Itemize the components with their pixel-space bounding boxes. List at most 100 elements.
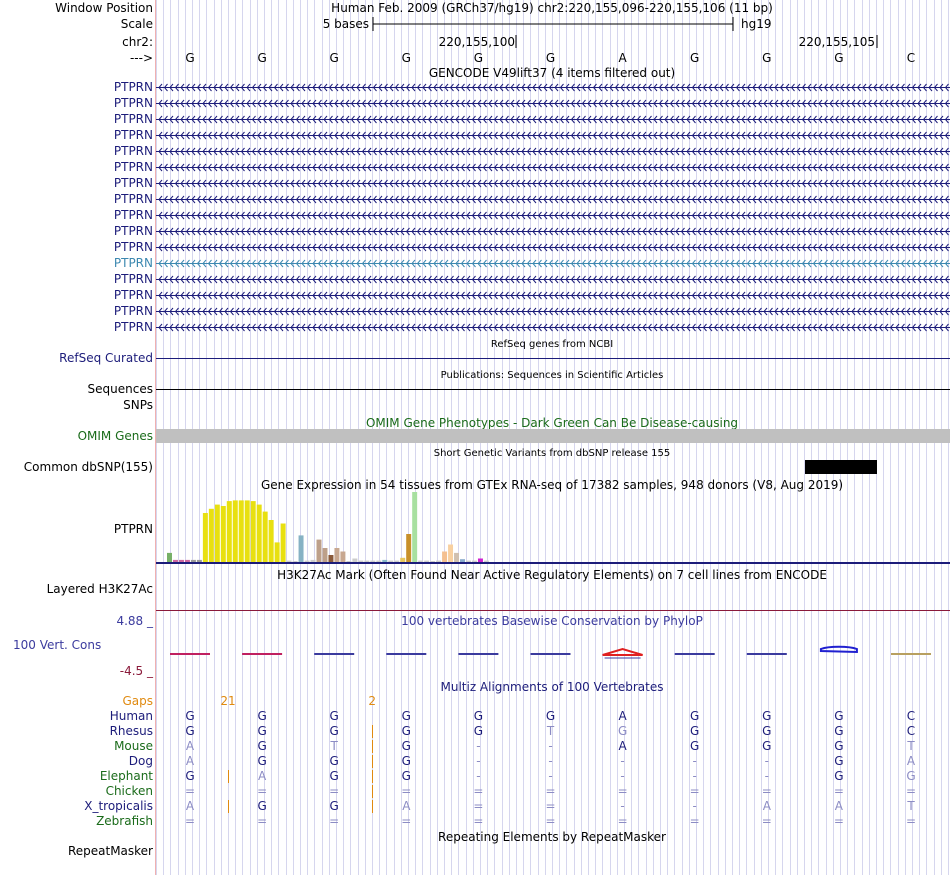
omim-title[interactable]: OMIM Gene Phenotypes - Dark Green Can Be… bbox=[365, 416, 739, 430]
gtex-tissue-bar[interactable] bbox=[460, 559, 465, 562]
gtex-tissue-bar[interactable] bbox=[424, 560, 430, 562]
gtex-tissue-bar[interactable] bbox=[466, 560, 471, 562]
gtex-tissue-bar[interactable] bbox=[394, 560, 400, 562]
gencode-transcript-label[interactable]: PTPRN bbox=[113, 176, 153, 190]
omim-bar[interactable] bbox=[156, 429, 950, 443]
phylop-mark[interactable] bbox=[170, 653, 210, 655]
gtex-tissue-bar[interactable] bbox=[280, 523, 286, 563]
gtex-tissue-bar[interactable] bbox=[226, 501, 232, 562]
gtex-tissue-bar[interactable] bbox=[448, 544, 454, 563]
gencode-transcript[interactable] bbox=[156, 275, 950, 284]
gtex-tissue-bar[interactable] bbox=[292, 561, 298, 562]
gtex-tissue-bar[interactable] bbox=[352, 558, 358, 563]
gtex-tissue-bar[interactable] bbox=[286, 560, 292, 562]
gtex-tissue-bar[interactable] bbox=[436, 560, 442, 562]
gtex-tissue-bar[interactable] bbox=[334, 548, 340, 562]
gtex-tissue-bar[interactable] bbox=[382, 559, 388, 562]
species-label[interactable]: Elephant bbox=[99, 769, 153, 783]
multiz-title[interactable]: Multiz Alignments of 100 Vertebrates bbox=[440, 680, 664, 694]
omim-label[interactable]: OMIM Genes bbox=[77, 429, 153, 443]
gtex-tissue-bar[interactable] bbox=[310, 559, 316, 562]
gencode-transcript-label[interactable]: PTPRN bbox=[113, 112, 153, 126]
gencode-transcript[interactable] bbox=[156, 227, 950, 236]
gencode-transcript-label[interactable]: PTPRN bbox=[113, 256, 153, 270]
gtex-tissue-bar[interactable] bbox=[196, 559, 202, 562]
gencode-transcript[interactable] bbox=[156, 243, 950, 252]
dbsnp-title[interactable]: Short Genetic Variants from dbSNP releas… bbox=[433, 448, 671, 459]
species-label[interactable]: Mouse bbox=[114, 739, 153, 753]
gtex-tissue-bar[interactable] bbox=[172, 559, 178, 562]
gencode-transcript-label[interactable]: PTPRN bbox=[113, 144, 153, 158]
gtex-tissue-bar[interactable] bbox=[208, 508, 214, 562]
gencode-transcript-label[interactable]: PTPRN bbox=[113, 208, 153, 222]
gencode-transcript[interactable] bbox=[156, 307, 950, 316]
publications-label[interactable]: Sequences bbox=[87, 382, 153, 396]
gtex-tissue-bar[interactable] bbox=[400, 557, 406, 562]
gtex-tissue-bar[interactable] bbox=[190, 559, 196, 562]
h3k27ac-title[interactable]: H3K27Ac Mark (Often Found Near Active Re… bbox=[277, 568, 827, 582]
gencode-transcript-label[interactable]: PTPRN bbox=[113, 304, 153, 318]
species-label[interactable]: Rhesus bbox=[109, 724, 153, 738]
gtex-tissue-bar[interactable] bbox=[274, 542, 280, 562]
gtex-tissue-bar[interactable] bbox=[167, 552, 172, 562]
gtex-tissue-bar[interactable] bbox=[483, 560, 489, 562]
gencode-transcript[interactable] bbox=[156, 195, 950, 204]
species-label[interactable]: Human bbox=[109, 709, 153, 723]
gtex-tissue-bar[interactable] bbox=[364, 560, 370, 562]
gtex-tissue-bar[interactable] bbox=[184, 559, 190, 562]
gtex-tissue-bar[interactable] bbox=[477, 558, 483, 563]
gencode-transcript[interactable] bbox=[156, 131, 950, 140]
gtex-tissue-bar[interactable] bbox=[232, 500, 238, 562]
gtex-tissue-bar[interactable] bbox=[418, 560, 424, 562]
gtex-tissue-bar[interactable] bbox=[358, 560, 364, 562]
gencode-transcript[interactable] bbox=[156, 211, 950, 220]
species-label[interactable]: Zebrafish bbox=[96, 814, 153, 828]
gtex-tissue-bar[interactable] bbox=[244, 500, 250, 562]
gtex-tissue-bar[interactable] bbox=[412, 492, 418, 562]
dbsnp-variant-block[interactable] bbox=[805, 460, 877, 474]
gencode-transcript[interactable] bbox=[156, 259, 950, 268]
phylop-mark[interactable] bbox=[891, 653, 931, 655]
gtex-tissue-bar[interactable] bbox=[256, 504, 262, 562]
gencode-transcript-label[interactable]: PTPRN bbox=[113, 80, 153, 94]
gtex-tissue-bar[interactable] bbox=[388, 560, 394, 562]
species-label[interactable]: X_tropicalis bbox=[84, 799, 153, 813]
refseq-label[interactable]: RefSeq Curated bbox=[59, 351, 153, 365]
gencode-transcript[interactable] bbox=[156, 163, 950, 172]
gencode-transcript-label[interactable]: PTPRN bbox=[113, 320, 153, 334]
phylop-mark[interactable] bbox=[674, 653, 715, 655]
phylop-label[interactable]: 100 Vert. Cons bbox=[13, 638, 102, 652]
gtex-tissue-bar[interactable] bbox=[262, 511, 268, 562]
publications-title[interactable]: Publications: Sequences in Scientific Ar… bbox=[440, 370, 664, 381]
gtex-tissue-bar[interactable] bbox=[214, 504, 220, 562]
gtex-tissue-bar[interactable] bbox=[471, 560, 477, 562]
gencode-transcript[interactable] bbox=[156, 147, 950, 156]
gtex-tissue-bar[interactable] bbox=[430, 561, 436, 562]
phylop-mark[interactable] bbox=[242, 653, 283, 655]
repeatmasker-label[interactable]: RepeatMasker bbox=[67, 844, 153, 858]
gtex-tissue-bar[interactable] bbox=[202, 513, 208, 562]
gtex-tissue-bar[interactable] bbox=[268, 520, 274, 562]
gtex-tissue-bar[interactable] bbox=[454, 552, 460, 562]
gtex-tissue-bar[interactable] bbox=[250, 501, 256, 562]
phylop-mark[interactable] bbox=[819, 645, 858, 654]
gencode-transcript[interactable] bbox=[156, 291, 950, 300]
gtex-tissue-bar[interactable] bbox=[220, 506, 226, 562]
gtex-tissue-bar[interactable] bbox=[370, 560, 376, 562]
species-label[interactable]: Chicken bbox=[105, 784, 153, 798]
h3k27ac-label[interactable]: Layered H3K27Ac bbox=[46, 582, 153, 596]
gtex-tissue-bar[interactable] bbox=[442, 551, 448, 563]
gencode-transcript-label[interactable]: PTPRN bbox=[113, 160, 153, 174]
gencode-transcript-label[interactable]: PTPRN bbox=[113, 240, 153, 254]
publications-line[interactable] bbox=[156, 389, 950, 390]
species-label[interactable]: Dog bbox=[128, 754, 153, 768]
gtex-tissue-bar[interactable] bbox=[298, 535, 304, 562]
phylop-title[interactable]: 100 vertebrates Basewise Conservation by… bbox=[401, 614, 703, 628]
gencode-transcript-label[interactable]: PTPRN bbox=[113, 96, 153, 110]
gtex-tissue-bar[interactable] bbox=[178, 559, 184, 562]
gencode-transcript-label[interactable]: PTPRN bbox=[113, 128, 153, 142]
phylop-mark[interactable] bbox=[602, 647, 643, 656]
gencode-transcript[interactable] bbox=[156, 323, 950, 332]
